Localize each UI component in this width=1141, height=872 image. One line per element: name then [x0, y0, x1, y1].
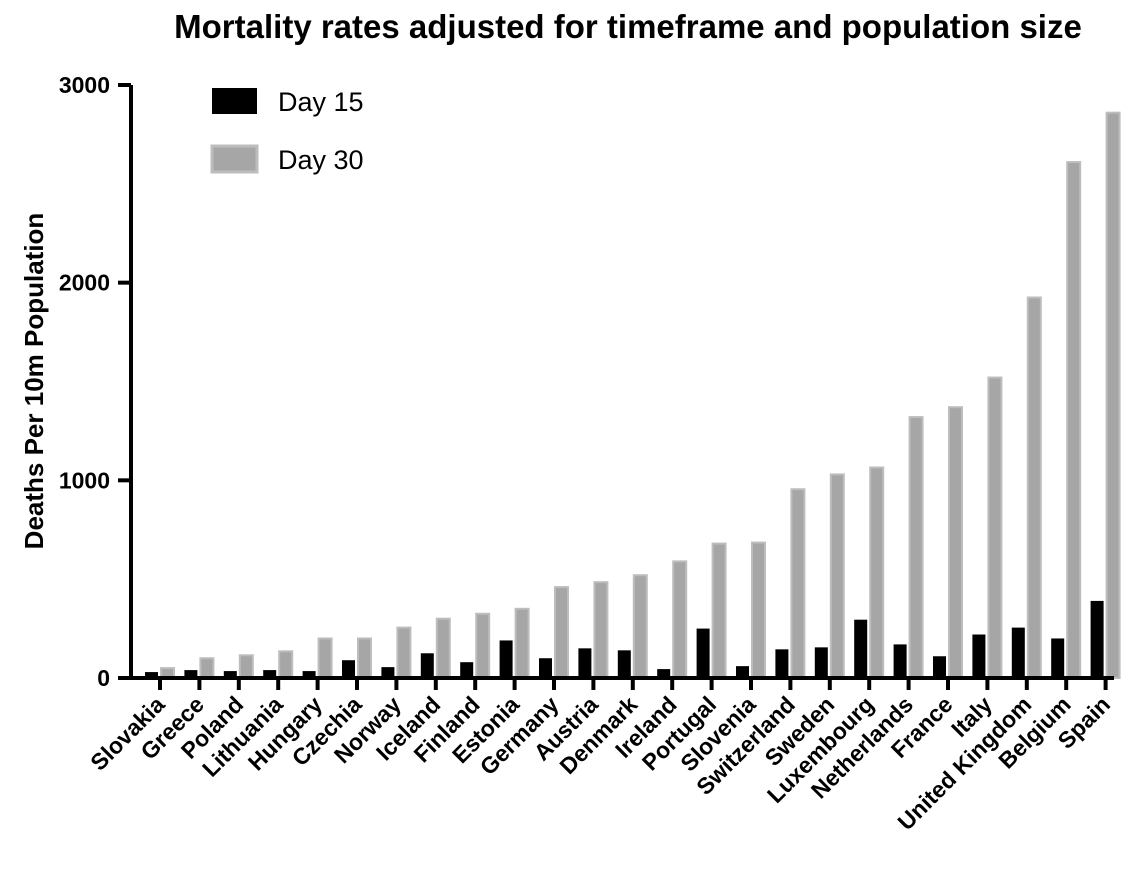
bar-day-30 — [435, 617, 451, 680]
bar-day-30 — [829, 473, 845, 679]
bar-day-15 — [381, 667, 395, 678]
bar-day-30 — [238, 654, 254, 679]
bar-day-15 — [814, 647, 828, 678]
bar-day-30 — [1026, 296, 1042, 679]
bar-day-15 — [933, 656, 946, 678]
bar-day-30 — [672, 560, 688, 679]
bar-day-30 — [278, 650, 294, 680]
bar-day-30 — [790, 488, 806, 679]
y-tick-label: 2000 — [59, 270, 110, 296]
bars — [145, 111, 1121, 680]
y-tick-label: 1000 — [59, 467, 110, 493]
y-tick-label: 3000 — [59, 72, 110, 98]
bar-day-15 — [893, 644, 907, 678]
bar-day-30 — [357, 637, 372, 680]
y-axis-label: Deaths Per 10m Population — [19, 213, 49, 550]
bar-day-15 — [736, 666, 749, 678]
legend-swatch-day-15 — [212, 88, 257, 114]
legend-label-day-30: Day 30 — [278, 145, 364, 175]
bar-day-15 — [184, 670, 198, 678]
bar-day-30 — [948, 406, 963, 679]
x-axis-ticks: SlovakiaGreecePolandLithuaniaHungaryCzec… — [85, 678, 1115, 835]
bar-day-15 — [854, 619, 868, 678]
bar-day-30 — [554, 586, 569, 679]
bar-day-15 — [617, 650, 631, 678]
legend-swatch-day-30 — [210, 144, 259, 174]
bar-day-30 — [475, 612, 491, 680]
bar-day-15 — [539, 658, 552, 678]
legend: Day 15 Day 30 — [210, 87, 364, 175]
bar-day-30 — [869, 466, 885, 679]
bar-day-15 — [263, 670, 277, 678]
bar-day-30 — [396, 626, 412, 679]
bar-day-30 — [199, 657, 215, 680]
bar-day-15 — [1011, 627, 1025, 678]
bar-day-15 — [657, 669, 671, 678]
bar-day-30 — [514, 607, 530, 679]
bar-day-15 — [972, 634, 986, 678]
bar-day-15 — [342, 660, 355, 678]
bar-day-30 — [632, 574, 648, 679]
bar-day-15 — [460, 662, 474, 678]
bar-day-15 — [420, 653, 434, 678]
bar-day-15 — [1090, 600, 1104, 678]
chart-title: Mortality rates adjusted for timeframe a… — [174, 8, 1082, 45]
y-tick-label: 0 — [97, 665, 110, 691]
bar-day-30 — [317, 637, 333, 680]
bar-day-30 — [908, 416, 924, 679]
bar-day-15 — [223, 671, 237, 678]
bar-day-30 — [751, 541, 766, 679]
legend-label-day-15: Day 15 — [278, 87, 364, 117]
bar-day-30 — [1105, 111, 1121, 679]
bar-day-30 — [593, 581, 609, 679]
y-axis-ticks: 0 1000 2000 3000 — [59, 72, 131, 691]
bar-day-15 — [578, 648, 592, 678]
bar-day-30 — [711, 542, 727, 679]
bar-day-15 — [775, 649, 789, 678]
bar-day-30 — [987, 376, 1003, 679]
bar-day-15 — [499, 640, 513, 678]
bar-day-15 — [1051, 638, 1065, 678]
bar-day-15 — [145, 672, 158, 678]
bar-day-15 — [302, 671, 316, 678]
bar-day-15 — [696, 628, 710, 678]
bar-day-30 — [1066, 161, 1082, 679]
